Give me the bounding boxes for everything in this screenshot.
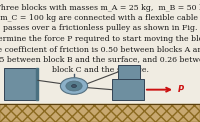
- Text: B: B: [120, 94, 124, 99]
- Bar: [118, 65, 140, 79]
- Bar: [4, 68, 38, 100]
- Circle shape: [66, 81, 82, 91]
- Text: C: C: [5, 87, 11, 96]
- Text: 0.35 between block B and the surface, and 0.26 between: 0.35 between block B and the surface, an…: [0, 56, 200, 64]
- Circle shape: [60, 78, 88, 94]
- Text: Three blocks with masses m_A = 25 kg,  m_B = 50 kg,: Three blocks with masses m_A = 25 kg, m_…: [0, 4, 200, 12]
- Text: A: A: [124, 72, 128, 77]
- Text: passes over a frictionless pulley as shown in Fig.: passes over a frictionless pulley as sho…: [3, 24, 197, 32]
- Bar: [0, 104, 200, 122]
- Text: block C and the surface.: block C and the surface.: [52, 66, 148, 74]
- Text: P: P: [178, 85, 184, 94]
- Bar: [0, 104, 200, 122]
- Text: and m_C = 100 kg are connected with a flexible cable that: and m_C = 100 kg are connected with a fl…: [0, 14, 200, 22]
- Text: if the coefficient of friction is 0.50 between blocks A and B,: if the coefficient of friction is 0.50 b…: [0, 45, 200, 53]
- Circle shape: [72, 85, 76, 87]
- Text: Determine the force P required to start moving the blocks: Determine the force P required to start …: [0, 35, 200, 43]
- Bar: [112, 79, 144, 100]
